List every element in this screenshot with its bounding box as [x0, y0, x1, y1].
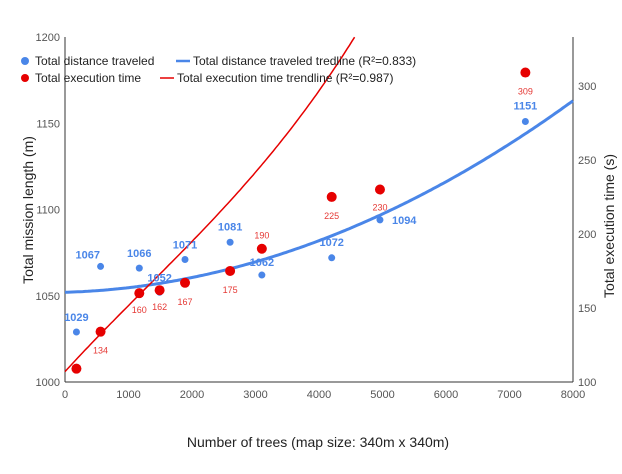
x-tick-label: 7000: [497, 389, 521, 401]
data-labels: 1029 1067 1066 1052 1071 1081 1062 1072 1094 1151…: [64, 87, 537, 356]
trendlines: [64, 36, 574, 373]
left-y-tick-labels: 1000 1050 1100 1150 1200: [36, 32, 60, 389]
x-tick-label: 4000: [307, 389, 331, 401]
total-distance-traveled-point: [226, 238, 234, 246]
right-y-tick-label: 200: [578, 229, 596, 241]
total-distance-traveled-point: [521, 118, 529, 126]
total-distance-traveled-data-label: 1052: [147, 272, 171, 284]
total-distance-traveled-data-label: 1071: [173, 240, 197, 252]
total-execution-time-point: [520, 67, 531, 78]
total-distance-traveled-point: [135, 264, 143, 272]
legend: Total distance traveled Total distance t…: [21, 54, 416, 85]
right-y-tick-label: 100: [578, 377, 596, 389]
legend-marker-total-distance-traveled: [21, 57, 29, 65]
total-execution-time-point: [134, 288, 145, 299]
total-distance-traveled-point: [97, 262, 105, 270]
total-distance-traveled-data-label: 1151: [513, 101, 537, 113]
left-y-tick-label: 1050: [36, 291, 60, 303]
total-execution-time-data-label: 175: [223, 285, 238, 295]
x-tick-label: 5000: [370, 389, 394, 401]
legend-marker-total-execution-time: [21, 74, 29, 82]
x-tick-label: 0: [62, 389, 68, 401]
chart-axes: [64, 37, 574, 383]
total-distance-traveled-point: [258, 271, 266, 279]
total-execution-time-data-label: 162: [152, 302, 167, 312]
total-distance-traveled-data-label: 1062: [250, 257, 274, 269]
total-execution-time-point: [374, 184, 385, 195]
left-y-tick-label: 1100: [36, 205, 60, 217]
legend-label-total-distance-traveled: Total distance traveled: [35, 54, 154, 68]
total-distance-traveled-data-label: 1072: [319, 237, 343, 249]
x-axis-title: Number of trees (map size: 340m x 340m): [187, 434, 449, 450]
x-tick-label: 3000: [243, 389, 267, 401]
total-execution-time-point: [71, 363, 82, 374]
left-y-tick-label: 1150: [36, 118, 60, 130]
data-points: [71, 67, 531, 374]
total-execution-time-trendline-line: [64, 36, 356, 373]
right-y-tick-label: 300: [578, 81, 596, 93]
total-execution-time-data-label: 225: [324, 211, 339, 221]
total-execution-time-point: [180, 277, 191, 288]
total-distance-traveled-tredline-line: [64, 99, 574, 294]
total-execution-time-point: [326, 191, 337, 202]
left-y-tick-label: 1200: [36, 32, 60, 44]
total-distance-traveled-point: [181, 256, 189, 264]
total-distance-traveled-data-label: 1067: [76, 249, 100, 261]
total-execution-time-point: [225, 265, 236, 276]
total-distance-traveled-point: [328, 254, 336, 262]
total-distance-traveled-data-label: 1081: [218, 221, 242, 233]
total-execution-time-data-label: 309: [518, 87, 533, 97]
legend-label-distance-trendline: Total distance traveled tredline (R²=0.8…: [193, 54, 416, 68]
total-execution-time-data-label: 230: [372, 203, 387, 213]
left-y-tick-label: 1000: [36, 377, 60, 389]
legend-label-time-trendline: Total execution time trendline (R²=0.987…: [177, 71, 393, 85]
left-y-axis-title: Total mission length (m): [20, 136, 36, 284]
total-execution-time-data-label: 190: [254, 231, 269, 241]
right-y-tick-labels: 100 150 200 250 300: [578, 81, 596, 389]
total-distance-traveled-point: [72, 328, 80, 336]
total-execution-time-data-label: 167: [177, 297, 192, 307]
total-execution-time-data-label: 134: [93, 346, 108, 356]
total-distance-traveled-data-label: 1066: [127, 248, 151, 260]
right-y-tick-label: 250: [578, 155, 596, 167]
x-tick-label: 1000: [116, 389, 140, 401]
x-tick-labels: 0 1000 2000 3000 4000 5000 6000 7000 8000: [62, 389, 585, 401]
total-distance-traveled-data-label: 1029: [64, 312, 88, 324]
total-distance-traveled-point: [376, 216, 384, 224]
total-distance-traveled-data-label: 1094: [392, 215, 417, 227]
total-execution-time-point: [256, 243, 267, 254]
legend-label-total-execution-time: Total execution time: [35, 71, 141, 85]
right-y-tick-label: 150: [578, 303, 596, 315]
total-execution-time-data-label: 160: [132, 305, 147, 315]
total-execution-time-point: [154, 285, 165, 296]
x-tick-label: 6000: [434, 389, 458, 401]
right-y-axis-title: Total execution time (s): [601, 154, 617, 298]
total-execution-time-point: [95, 326, 106, 337]
x-tick-label: 8000: [561, 389, 585, 401]
x-tick-label: 2000: [180, 389, 204, 401]
